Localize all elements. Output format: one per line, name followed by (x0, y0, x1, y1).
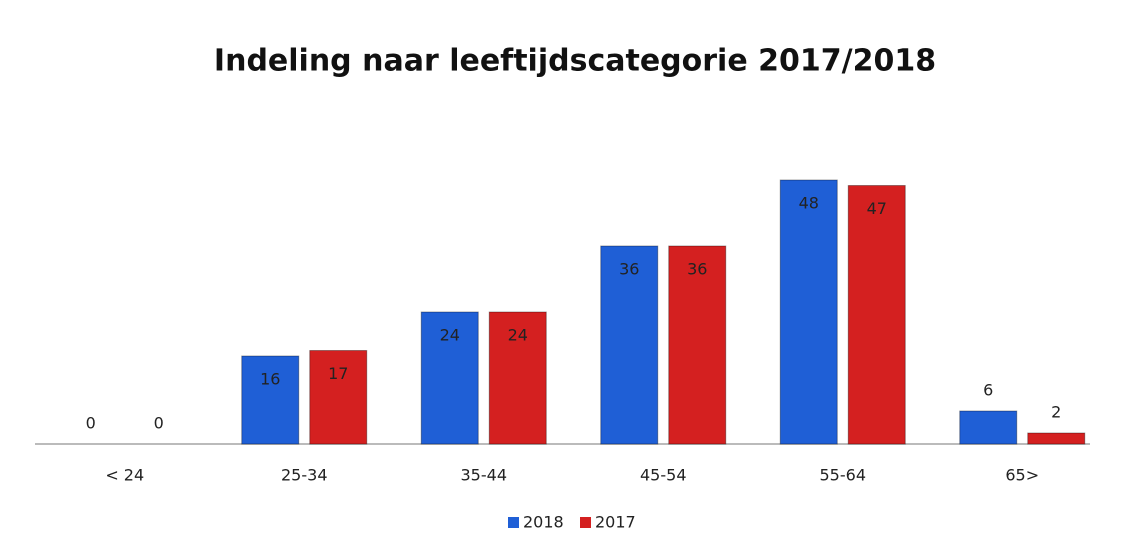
x-tick-label: 55-64 (820, 466, 867, 485)
data-label: 36 (687, 260, 707, 279)
chart-title: Indeling naar leeftijdscategorie 2017/20… (214, 44, 936, 79)
data-label: 2 (1051, 403, 1061, 422)
legend-label: 2017 (595, 513, 636, 532)
data-label: 17 (328, 364, 348, 383)
x-tick-label: 25-34 (281, 466, 328, 485)
x-tick-label: 65> (1005, 466, 1039, 485)
bar (309, 350, 368, 445)
data-label: 47 (867, 199, 887, 218)
bar (1027, 432, 1086, 445)
legend-swatch (580, 517, 591, 528)
bar (420, 311, 479, 445)
data-label: 24 (440, 326, 460, 345)
x-tick-label: 35-44 (461, 466, 508, 485)
data-label: 6 (983, 381, 993, 400)
bar (600, 245, 659, 445)
x-tick-label: < 24 (105, 466, 144, 485)
bar (241, 355, 300, 445)
x-tick-label: 45-54 (640, 466, 687, 485)
bar (959, 410, 1018, 445)
data-label: 16 (260, 370, 280, 389)
data-label: 0 (86, 414, 96, 433)
data-label: 48 (799, 194, 819, 213)
bar (668, 245, 727, 445)
legend-label: 2018 (523, 513, 564, 532)
data-label: 36 (619, 260, 639, 279)
data-label: 24 (508, 326, 528, 345)
bar (847, 185, 906, 445)
data-label: 0 (154, 414, 164, 433)
legend-swatch (508, 517, 519, 528)
bar (488, 311, 547, 445)
bar (779, 179, 838, 445)
